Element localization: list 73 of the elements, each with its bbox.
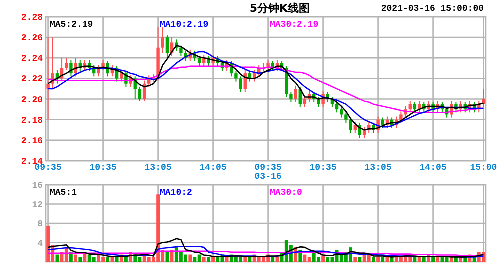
bar xyxy=(212,257,215,262)
candlestick xyxy=(335,102,339,114)
y-tick-label: 2.28 xyxy=(21,13,43,23)
chart-title: 5分钟K线图 xyxy=(250,2,310,15)
bar xyxy=(124,257,128,262)
bar xyxy=(188,254,192,262)
candlestick xyxy=(234,71,238,82)
bar xyxy=(436,257,440,262)
candlestick xyxy=(65,58,68,71)
bar xyxy=(354,257,358,262)
y-tick-label: 16 xyxy=(32,181,43,191)
bar xyxy=(193,257,197,262)
bar xyxy=(92,257,96,262)
candlestick xyxy=(70,60,73,78)
y-tick-label: 2.16 xyxy=(21,136,43,146)
candlestick xyxy=(340,107,344,118)
bar xyxy=(202,257,206,262)
y-tick-label: 8 xyxy=(38,220,43,230)
candlestick xyxy=(290,92,293,103)
bar xyxy=(271,257,275,262)
bar xyxy=(276,257,280,262)
candlestick xyxy=(198,56,202,67)
candlestick xyxy=(166,35,170,59)
bar xyxy=(207,257,210,262)
y-tick-label: 2.20 xyxy=(21,95,43,106)
candlestick xyxy=(303,96,307,108)
x-tick-label: 13:05 xyxy=(144,163,172,173)
y-tick-label: 12 xyxy=(32,200,43,210)
line-series xyxy=(48,238,484,258)
text: MA10:2 xyxy=(160,188,192,198)
bar xyxy=(367,254,371,262)
candlestick xyxy=(74,58,78,78)
x-tick-label: 13:05 xyxy=(364,163,392,173)
text: MA30:2.19 xyxy=(270,20,319,30)
bar xyxy=(326,257,330,262)
bar xyxy=(376,257,380,262)
candlestick xyxy=(349,117,352,134)
x-tick-label: 14:05 xyxy=(200,163,227,173)
text: 2021-03-16 15:00:00 xyxy=(381,4,484,14)
y-tick-label: 2.18 xyxy=(21,116,43,126)
bar xyxy=(244,257,248,262)
candlestick xyxy=(400,111,403,124)
text: MA5:2.19 xyxy=(50,20,94,30)
x-tick-label: 09:35 03-16 xyxy=(254,163,282,182)
candlestick xyxy=(138,86,142,102)
bar xyxy=(74,254,78,262)
bar xyxy=(422,257,426,262)
text: MA5:1 xyxy=(50,188,78,198)
text: MA30:0 xyxy=(270,188,302,198)
bar xyxy=(381,257,385,262)
candlestick xyxy=(294,85,298,103)
y-tick-label: 2.22 xyxy=(21,74,43,85)
candlestick xyxy=(317,96,320,108)
text: MA10:2.19 xyxy=(160,20,209,30)
x-tick-label: 10:35 xyxy=(90,163,117,173)
bar xyxy=(106,257,110,262)
candlestick xyxy=(97,64,100,78)
x-tick-label: 14:05 xyxy=(420,163,447,173)
bar xyxy=(216,257,220,262)
bar xyxy=(358,257,362,262)
y-tick-label: 2.24 xyxy=(21,54,44,64)
x-tick-label: 10:35 xyxy=(310,163,337,173)
bar xyxy=(78,257,82,262)
x-tick-label: 15:00 xyxy=(470,163,498,173)
bar xyxy=(432,257,435,262)
y-tick-label: 2.26 xyxy=(21,34,43,44)
bar xyxy=(308,257,312,262)
candlestick xyxy=(344,112,348,124)
bar xyxy=(372,257,376,262)
candlestick xyxy=(239,76,242,93)
candlestick xyxy=(161,26,164,54)
candlestick xyxy=(482,88,486,108)
y-tick-label: 4 xyxy=(38,238,44,249)
